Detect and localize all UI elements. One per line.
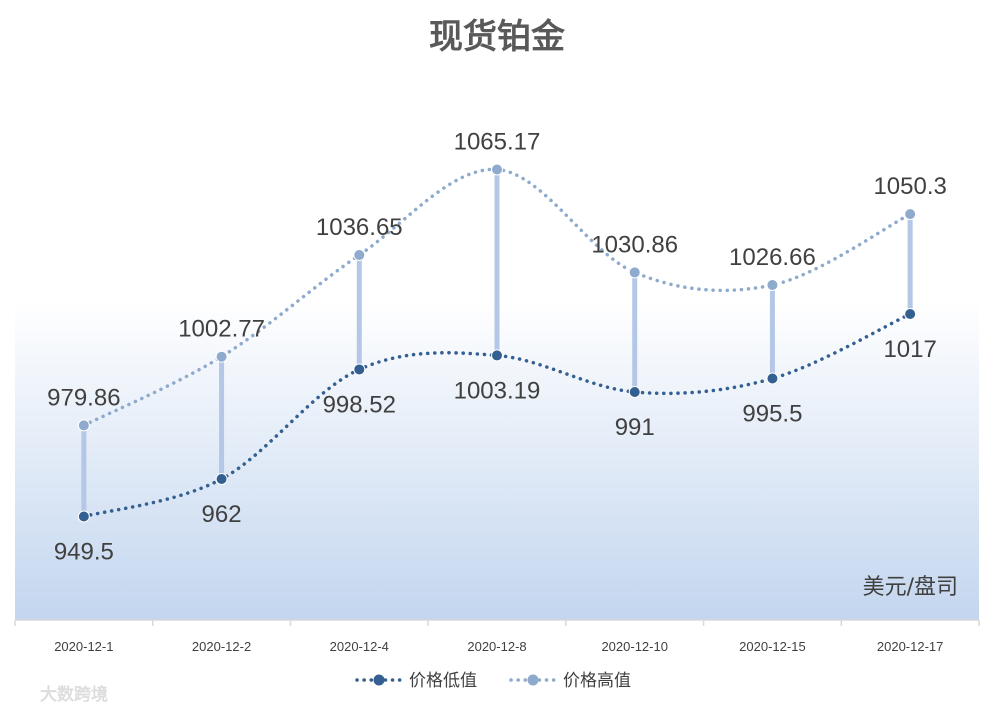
x-tick-label: 2020-12-1	[54, 639, 113, 654]
data-label-low: 962	[202, 501, 242, 528]
data-point-low	[77, 510, 90, 523]
x-tick-label: 2020-12-15	[739, 639, 806, 654]
data-point-low	[628, 386, 641, 398]
data-label-low: 949.5	[54, 539, 114, 566]
legend-label: 价格低值	[409, 671, 477, 691]
x-tick-label: 2020-12-8	[467, 639, 526, 654]
data-point-high	[904, 208, 917, 221]
x-tick-label: 2020-12-10	[601, 639, 668, 654]
high-low-lines	[81, 169, 913, 517]
data-point-low	[215, 473, 228, 485]
data-point-high	[491, 163, 503, 176]
data-label-high: 1002.77	[178, 316, 265, 343]
unit-label: 美元/盘司	[863, 575, 958, 600]
data-label-low: 1017	[883, 336, 936, 363]
data-label-high: 1065.17	[454, 128, 541, 155]
data-label-high: 979.86	[47, 384, 120, 411]
data-label-low: 991	[615, 414, 655, 441]
data-point-high	[215, 350, 228, 363]
data-labels: 949.5 962 998.52 1003.19 991 995.5 1017 979.86 1…	[47, 128, 947, 565]
data-label-low: 1003.19	[454, 377, 541, 404]
data-label-high: 1036.65	[316, 214, 403, 241]
legend-item: 价格高值	[509, 671, 631, 691]
legend-marker	[373, 674, 385, 686]
data-point-low	[904, 308, 917, 320]
data-point-low	[353, 363, 366, 376]
data-point-high	[77, 419, 90, 432]
x-tick-label: 2020-12-17	[877, 639, 944, 654]
data-label-high: 1050.3	[873, 173, 946, 200]
data-label-high: 1030.86	[591, 231, 678, 258]
watermark-text: 大数跨境	[40, 684, 108, 705]
chart-title: 现货铂金	[429, 17, 566, 57]
data-points	[77, 163, 917, 523]
data-label-high: 1026.66	[729, 244, 816, 271]
data-label-low: 998.52	[323, 391, 396, 418]
data-point-high	[628, 266, 641, 279]
data-label-low: 995.5	[742, 401, 802, 428]
data-point-low	[491, 349, 503, 362]
legend: 价格低值 价格高值	[355, 671, 631, 691]
x-tick-label: 2020-12-2	[192, 639, 251, 654]
legend-label: 价格高值	[563, 671, 631, 691]
data-point-low	[766, 372, 779, 385]
legend-item: 价格低值	[355, 671, 477, 691]
x-tick-label: 2020-12-4	[330, 639, 389, 654]
data-point-high	[353, 249, 366, 262]
x-axis-ticks: 2020-12-1 2020-12-2 2020-12-4 2020-12-8 2020…	[14, 620, 980, 654]
data-point-high	[766, 279, 779, 292]
legend-marker	[527, 674, 539, 686]
